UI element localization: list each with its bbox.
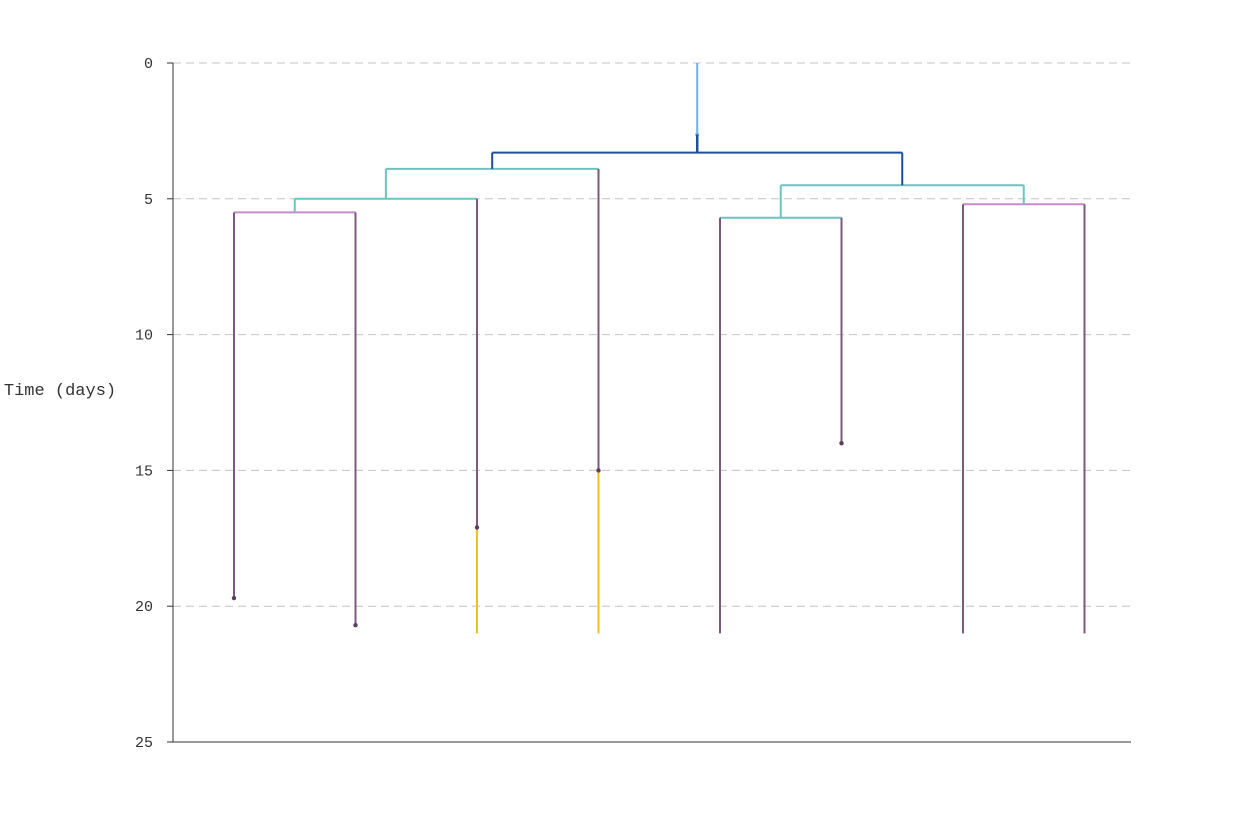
y-tick-label-0: 0 [144,56,153,73]
y-tick-label-10: 10 [135,328,153,345]
y-axis-title: Time (days) [4,382,116,401]
grid-lines [173,62,1131,607]
y-tick-label-20: 20 [135,599,153,616]
tip-marker-t4 [596,468,601,473]
tip-marker-t3 [474,525,480,530]
y-tick-label-15: 15 [135,463,153,480]
tip-marker-t1 [231,595,237,601]
y-tick-label-25: 25 [135,735,153,752]
tip-marker-t6 [839,441,844,446]
tip-marker-t2 [353,623,358,628]
y-tick-label-5: 5 [144,192,153,209]
tree [231,63,1086,634]
y-axis: 0 5 10 15 20 25 [135,56,1131,752]
